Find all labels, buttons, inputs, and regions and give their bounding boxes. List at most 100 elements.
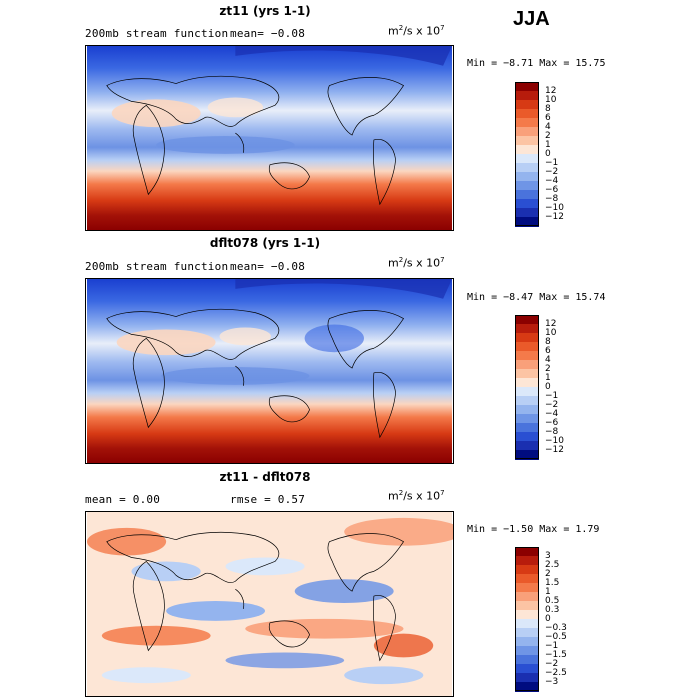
- colorbar-tick-label: 2: [545, 568, 551, 579]
- colorbar-tick-label: −2: [545, 166, 559, 177]
- panel2-field-label: 200mb stream function: [85, 260, 229, 273]
- colorbar-swatch: [515, 91, 539, 101]
- panel1-map: [85, 45, 454, 231]
- panel1-minmax: Min = −8.71 Max = 15.75: [467, 58, 606, 69]
- colorbar-tick-label: 0.3: [545, 604, 560, 615]
- colorbar-swatch: [515, 583, 539, 593]
- colorbar-tick-label: −10: [545, 202, 564, 213]
- panel1-title: zt11 (yrs 1-1): [219, 4, 311, 18]
- panel3-mean: mean = 0.00: [85, 493, 161, 506]
- colorbar-tick-label: 2.5: [545, 559, 560, 570]
- colorbar-tick-label: −6: [545, 184, 559, 195]
- colorbar-tick-label: −1: [545, 390, 559, 401]
- colorbar-swatch: [515, 547, 539, 557]
- colorbar-tick-label: 3: [545, 550, 551, 561]
- panel1-mean: mean= −0.08: [230, 27, 306, 40]
- panel3-rmse: rmse = 0.57: [230, 493, 306, 506]
- colorbar-swatch: [515, 82, 539, 92]
- colorbar-swatch: [515, 405, 539, 415]
- colorbar-tick-label: 12: [545, 85, 557, 96]
- colorbar-swatch: [515, 351, 539, 361]
- colorbar-swatch: [515, 619, 539, 629]
- panel2-minmax: Min = −8.47 Max = 15.74: [467, 292, 606, 303]
- colorbar-swatch: [515, 333, 539, 343]
- colorbar-swatch: [515, 387, 539, 397]
- colorbar-tick-label: 6: [545, 112, 551, 123]
- colorbar-tick-label: −2: [545, 399, 559, 410]
- panel3-minmax: Min = −1.50 Max = 1.79: [467, 524, 600, 535]
- colorbar-tick-label: −6: [545, 417, 559, 428]
- colorbar-swatch: [515, 565, 539, 575]
- colorbar-tick-label: −1: [545, 157, 559, 168]
- panel2-units: m2/s x 107: [388, 256, 445, 270]
- colorbar-swatch: [515, 441, 539, 451]
- colorbar-swatch: [515, 628, 539, 638]
- colorbar-swatch: [515, 315, 539, 325]
- colorbar-swatch: [515, 673, 539, 683]
- colorbar-swatch: [515, 109, 539, 119]
- colorbar-swatch: [515, 181, 539, 191]
- colorbar-swatch: [515, 682, 539, 692]
- colorbar-swatch: [515, 369, 539, 379]
- colorbar-swatch: [515, 163, 539, 173]
- panel1-field-label: 200mb stream function: [85, 27, 229, 40]
- colorbar-swatch: [515, 432, 539, 442]
- panel2-mean: mean= −0.08: [230, 260, 306, 273]
- colorbar-tick-label: −8: [545, 193, 559, 204]
- colorbar-tick-label: 4: [545, 121, 551, 132]
- colorbar-tick-label: −8: [545, 426, 559, 437]
- colorbar-tick-label: 2: [545, 363, 551, 374]
- panel2-title: dflt078 (yrs 1-1): [209, 236, 321, 250]
- colorbar-tick-label: 0: [545, 148, 551, 159]
- colorbar-swatch: [515, 450, 539, 460]
- colorbar-tick-label: 0.5: [545, 595, 560, 606]
- colorbar-swatch: [515, 396, 539, 406]
- colorbar-tick-label: −0.3: [545, 622, 567, 633]
- colorbar-tick-label: 1: [545, 586, 551, 597]
- colorbar-swatch: [515, 145, 539, 155]
- colorbar-tick-label: 0: [545, 381, 551, 392]
- colorbar-swatch: [515, 664, 539, 674]
- colorbar-swatch: [515, 154, 539, 164]
- colorbar-tick-label: −1.5: [545, 649, 567, 660]
- colorbar-tick-label: 10: [545, 94, 557, 105]
- colorbar-swatch: [515, 118, 539, 128]
- colorbar-tick-label: 6: [545, 345, 551, 356]
- colorbar-tick-label: 1: [545, 372, 551, 383]
- panel3-units: m2/s x 107: [388, 489, 445, 503]
- colorbar-tick-label: −4: [545, 175, 559, 186]
- colorbar-tick-label: −2.5: [545, 667, 567, 678]
- colorbar-tick-label: −2: [545, 658, 559, 669]
- colorbar-tick-label: −0.5: [545, 631, 567, 642]
- colorbar-tick-label: 12: [545, 318, 557, 329]
- colorbar-tick-label: −1: [545, 640, 559, 651]
- colorbar-swatch: [515, 199, 539, 209]
- colorbar-tick-label: 8: [545, 103, 551, 114]
- colorbar-swatch: [515, 324, 539, 334]
- colorbar-tick-label: −12: [545, 211, 564, 222]
- colorbar-swatch: [515, 190, 539, 200]
- panel3-title: zt11 - dflt078: [219, 470, 311, 484]
- colorbar-tick-label: −4: [545, 408, 559, 419]
- colorbar-swatch: [515, 378, 539, 388]
- colorbar-tick-label: 2: [545, 130, 551, 141]
- colorbar-tick-label: 4: [545, 354, 551, 365]
- colorbar-swatch: [515, 423, 539, 433]
- colorbar-swatch: [515, 556, 539, 566]
- panel2-map: [85, 278, 454, 464]
- colorbar-swatch: [515, 655, 539, 665]
- colorbar-swatch: [515, 127, 539, 137]
- colorbar-tick-label: 10: [545, 327, 557, 338]
- colorbar-tick-label: 1: [545, 139, 551, 150]
- colorbar-swatch: [515, 637, 539, 647]
- colorbar-swatch: [515, 208, 539, 218]
- colorbar-swatch: [515, 601, 539, 611]
- colorbar-tick-label: −10: [545, 435, 564, 446]
- colorbar-swatch: [515, 610, 539, 620]
- colorbar-swatch: [515, 136, 539, 146]
- colorbar-swatch: [515, 217, 539, 227]
- season-label: JJA: [513, 8, 550, 30]
- colorbar-swatch: [515, 360, 539, 370]
- colorbar-swatch: [515, 646, 539, 656]
- colorbar-tick-label: 8: [545, 336, 551, 347]
